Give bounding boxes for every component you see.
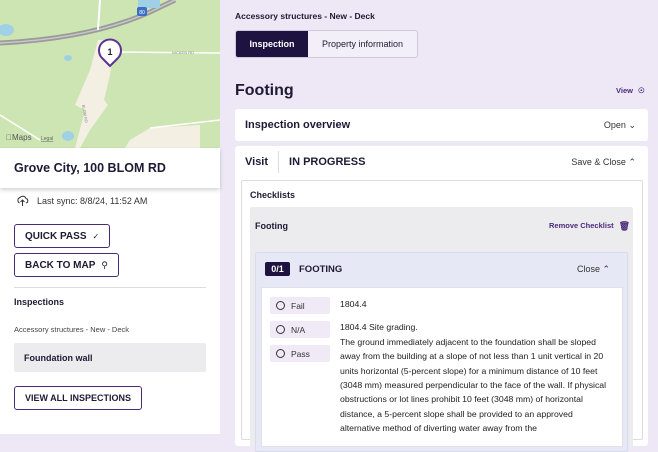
breadcrumb: Accessory structures - New - Deck: [235, 11, 375, 21]
location-title: Grove City, 100 BLOM RD: [0, 148, 220, 188]
radio-icon: [276, 325, 285, 334]
chevron-up-icon: ⌃: [602, 264, 611, 274]
interstate-shield-icon: [137, 7, 147, 16]
svg-text:1: 1: [107, 47, 112, 57]
chevron-up-icon: ⌃: [628, 156, 636, 167]
page-title: Footing: [235, 82, 294, 99]
save-close-button[interactable]: Save & Close ⌃: [571, 156, 636, 167]
eye-icon: ☉: [637, 86, 645, 95]
option-pass[interactable]: Pass: [270, 345, 330, 362]
option-fail[interactable]: Fail: [270, 297, 330, 314]
maps-attribution: Maps: [6, 133, 32, 142]
map-marker-icon: 1: [98, 38, 122, 68]
option-na[interactable]: N/A: [270, 321, 330, 338]
left-panel: 80 NICKEN RD BLOM RD 1 Maps Legal Grove…: [0, 0, 220, 434]
checklists-heading: Checklists: [250, 190, 296, 200]
inspections-heading: Inspections: [14, 297, 65, 307]
sync-status: Last sync: 8/8/24, 11:52 AM: [16, 195, 147, 206]
remove-checklist-button[interactable]: Remove Checklist 🗑: [549, 221, 631, 231]
divider: [14, 287, 206, 288]
quick-pass-button[interactable]: QUICK PASS ✓: [14, 224, 111, 248]
visit-label: Visit: [245, 156, 269, 168]
svg-text:NICKEN RD: NICKEN RD: [172, 50, 194, 55]
chevron-down-icon: ⌄: [628, 119, 636, 130]
code-text: 1804.4 1804.4 Site grading. The ground i…: [340, 299, 607, 434]
visit-status: IN PROGRESS: [289, 156, 366, 168]
close-item-button[interactable]: Close ⌃: [577, 264, 611, 274]
svg-text:80: 80: [139, 10, 145, 16]
tab-inspection[interactable]: Inspection: [236, 31, 308, 57]
tab-bar: Inspection Property information: [235, 30, 418, 58]
svg-text:BLOM RD: BLOM RD: [81, 104, 89, 123]
view-link[interactable]: View ☉: [616, 86, 645, 95]
tab-property-information[interactable]: Property information: [321, 39, 404, 49]
map[interactable]: 80 NICKEN RD BLOM RD 1 Maps Legal: [0, 0, 220, 148]
progress-badge: 0/1: [265, 262, 290, 276]
divider: [278, 151, 280, 173]
svg-text:Legal: Legal: [41, 136, 53, 142]
view-all-inspections-button[interactable]: VIEW ALL INSPECTIONS: [14, 386, 143, 410]
cloud-upload-icon: [17, 195, 29, 206]
inspection-overview-card[interactable]: Inspection overview Open ⌄: [235, 109, 648, 141]
inspection-group: Accessory structures - New - Deck: [14, 325, 130, 334]
checklist-item-title: FOOTING: [299, 264, 343, 275]
trash-icon: 🗑: [618, 221, 631, 231]
radio-icon: [276, 349, 285, 358]
back-to-map-button[interactable]: BACK TO MAP ⚲: [14, 253, 119, 277]
check-icon: ✓: [92, 231, 100, 241]
map-pin-icon: ⚲: [101, 259, 108, 270]
inspection-item[interactable]: Foundation wall: [14, 343, 206, 372]
map-graphic: 80 NICKEN RD BLOM RD 1 Maps Legal: [0, 0, 220, 148]
checklist-name: Footing: [255, 221, 288, 231]
radio-icon: [276, 301, 285, 310]
